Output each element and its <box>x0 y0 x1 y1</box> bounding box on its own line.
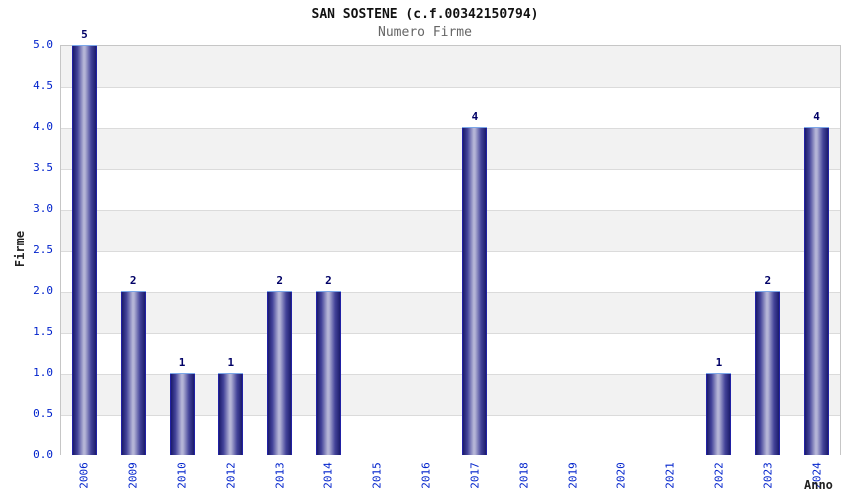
background-band <box>61 210 840 251</box>
background-band <box>61 169 840 210</box>
bar-value-label: 1 <box>178 356 186 369</box>
gridline <box>61 169 840 170</box>
background-band <box>61 333 840 374</box>
x-tick-label: 2017 <box>468 462 482 489</box>
bar-value-label: 5 <box>81 28 88 41</box>
x-tick-label: 2006 <box>77 462 91 489</box>
background-band <box>61 251 840 292</box>
bar-value-label: 4 <box>471 110 479 123</box>
background-band <box>61 292 840 333</box>
y-tick-label: 3.5 <box>33 161 53 174</box>
bar-2023 <box>755 291 781 455</box>
bar-value-label: 1 <box>227 356 235 369</box>
y-tick-label: 2.0 <box>33 284 53 297</box>
gridline <box>61 292 840 293</box>
bar-value-label: 2 <box>276 274 283 287</box>
y-tick-label: 5.0 <box>33 38 53 51</box>
gridline <box>61 210 840 211</box>
bar-2006 <box>71 45 97 455</box>
y-axis-title: Firme <box>13 230 27 268</box>
y-tick-label: 0.0 <box>33 448 53 461</box>
y-tick-label: 4.5 <box>33 79 53 92</box>
x-tick-label: 2018 <box>517 462 531 489</box>
x-tick-label: 2022 <box>712 462 726 489</box>
gridline <box>61 128 840 129</box>
bar-value-label: 2 <box>325 274 332 287</box>
background-band <box>61 87 840 128</box>
bar-value-label: 4 <box>813 110 820 123</box>
x-tick-label: 2010 <box>175 462 189 489</box>
gridline <box>61 251 840 252</box>
x-tick-label: 2015 <box>370 462 384 489</box>
background-band <box>61 46 840 87</box>
y-tick-label: 0.5 <box>33 407 53 420</box>
plot-area <box>60 45 841 456</box>
y-tick-label: 3.0 <box>33 202 53 215</box>
x-tick-label: 2019 <box>566 462 580 489</box>
bar-2017 <box>462 127 488 455</box>
bar-value-label: 2 <box>129 274 137 287</box>
bar-2022 <box>706 373 732 455</box>
chart-subtitle: Numero Firme <box>378 25 472 40</box>
y-tick-label: 4.0 <box>33 120 53 133</box>
bar-2024 <box>804 127 830 455</box>
bar-2012 <box>218 373 244 455</box>
x-tick-label: 2012 <box>224 462 238 489</box>
bar-2013 <box>267 291 293 455</box>
chart-title: SAN SOSTENE (c.f.00342150794) <box>311 7 539 22</box>
y-tick-label: 2.5 <box>33 243 53 256</box>
x-tick-label: 2023 <box>761 462 775 489</box>
x-tick-label: 2020 <box>614 462 628 489</box>
x-tick-label: 2013 <box>273 462 287 489</box>
background-band <box>61 128 840 169</box>
gridline <box>61 415 840 416</box>
bar-2010 <box>169 373 195 455</box>
bar-value-label: 2 <box>764 274 772 287</box>
bar-value-label: 1 <box>715 356 723 369</box>
x-tick-label: 2014 <box>321 462 335 489</box>
gridline <box>61 87 840 88</box>
x-axis-title: Anno <box>804 478 833 492</box>
y-tick-label: 1.0 <box>33 366 53 379</box>
x-tick-label: 2016 <box>419 462 433 489</box>
bar-2009 <box>120 291 146 455</box>
gridline <box>61 374 840 375</box>
gridline <box>61 333 840 334</box>
x-tick-label: 2021 <box>663 462 677 489</box>
bar-2014 <box>315 291 341 455</box>
x-tick-label: 2009 <box>126 462 140 489</box>
y-tick-label: 1.5 <box>33 325 53 338</box>
